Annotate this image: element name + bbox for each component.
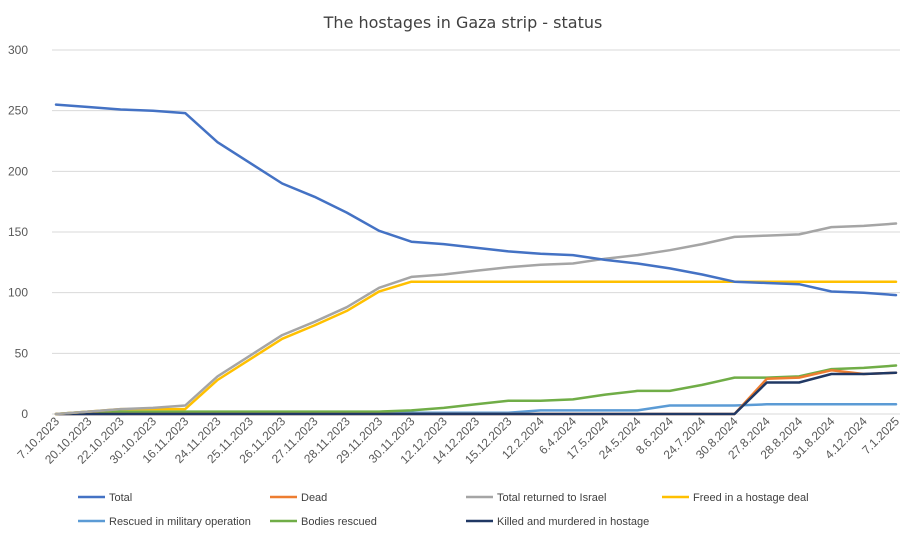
series-lines bbox=[54, 103, 898, 416]
legend-label: Bodies rescued bbox=[301, 516, 377, 528]
y-tick-label: 50 bbox=[15, 346, 29, 360]
legend-item: Dead bbox=[270, 492, 327, 504]
y-tick-label: 100 bbox=[8, 286, 28, 300]
legend-item: Freed in a hostage deal bbox=[662, 492, 809, 504]
series-line-killed-and-murdered-in-hostage bbox=[54, 371, 898, 416]
legend-item: Bodies rescued bbox=[270, 516, 377, 528]
y-tick-label: 300 bbox=[8, 43, 28, 57]
series-line-freed-in-a-hostage-deal bbox=[54, 280, 898, 416]
legend-label: Dead bbox=[301, 492, 327, 504]
legend-label: Total returned to Israel bbox=[497, 492, 606, 504]
legend-label: Rescued in military operation bbox=[109, 516, 251, 528]
x-axis-ticks: 7.10.202320.10.202322.10.202330.10.20231… bbox=[14, 414, 902, 467]
y-tick-label: 250 bbox=[8, 104, 28, 118]
y-tick-label: 0 bbox=[21, 407, 28, 421]
series-line-bodies-rescued bbox=[54, 364, 898, 416]
legend-label: Killed and murdered in hostage bbox=[497, 516, 649, 528]
y-tick-label: 200 bbox=[8, 164, 28, 178]
gridlines bbox=[52, 49, 900, 415]
series-line-total-returned-to-israel bbox=[54, 222, 898, 416]
y-axis-ticks: 0 50 100 150 200 250 300 bbox=[8, 43, 28, 421]
legend-label: Freed in a hostage deal bbox=[693, 492, 809, 504]
legend-item: Total bbox=[78, 492, 132, 504]
legend-item: Rescued in military operation bbox=[78, 516, 251, 528]
legend-item: Killed and murdered in hostage bbox=[466, 516, 649, 528]
y-tick-label: 150 bbox=[8, 225, 28, 239]
legend-item: Total returned to Israel bbox=[466, 492, 606, 504]
legend: Total Dead Total returned to Israel Freed i… bbox=[78, 492, 809, 528]
legend-label: Total bbox=[109, 492, 132, 504]
series-line-total bbox=[54, 103, 898, 297]
chart-title: The hostages in Gaza strip - status bbox=[323, 13, 603, 32]
